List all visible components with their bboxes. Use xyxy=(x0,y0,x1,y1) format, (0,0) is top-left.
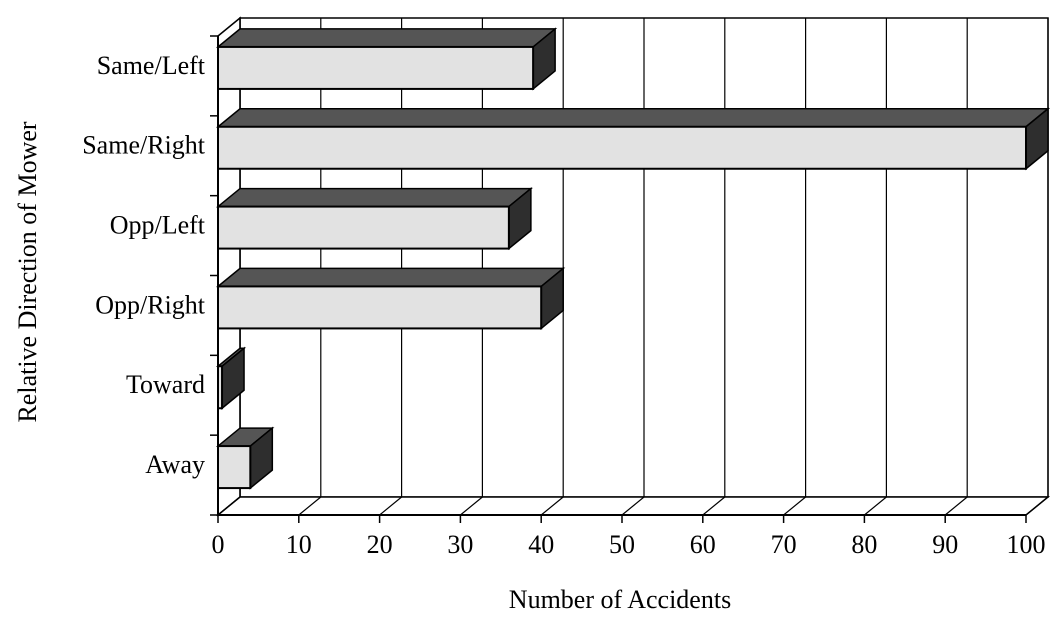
bar xyxy=(217,125,1027,170)
x-tick-label: 90 xyxy=(932,530,958,559)
floor-grid-line xyxy=(864,496,887,516)
floor-grid-line xyxy=(460,496,483,516)
bar-top xyxy=(215,187,533,208)
x-axis-title: Number of Accidents xyxy=(509,585,731,614)
floor-grid-line xyxy=(540,496,564,516)
x-tick-label: 100 xyxy=(1007,530,1046,559)
x-tick-label: 40 xyxy=(528,530,554,559)
bar xyxy=(217,365,224,410)
floor-grid-line xyxy=(217,496,241,516)
floor-grid-line xyxy=(298,496,322,516)
bar xyxy=(217,285,543,330)
floor-grid-line xyxy=(702,496,726,516)
y-tick-label: Same/Left xyxy=(97,51,206,80)
floor-grid-line xyxy=(379,496,402,516)
bar-top xyxy=(215,108,1051,128)
bar-top xyxy=(215,267,566,288)
y-tick-label: Same/Right xyxy=(82,131,206,160)
bar-top xyxy=(215,28,558,48)
bar xyxy=(217,45,535,90)
y-tick-label: Toward xyxy=(126,370,205,399)
x-tick-label: 70 xyxy=(771,530,797,559)
floor-grid-line xyxy=(1025,496,1049,516)
y-tick-label: Opp/Left xyxy=(110,211,206,240)
y-tick-label: Away xyxy=(145,450,205,479)
x-tick-label: 20 xyxy=(367,530,393,559)
x-tick-label: 80 xyxy=(851,530,877,559)
y-tick-label: Opp/Right xyxy=(95,290,206,319)
bar xyxy=(217,445,252,490)
bar xyxy=(217,205,510,250)
floor-grid-line xyxy=(944,496,968,516)
y-axis-title: Relative Direction of Mower xyxy=(13,121,42,422)
x-tick-label: 60 xyxy=(690,530,716,559)
floor-grid-line xyxy=(783,496,806,516)
x-tick-label: 50 xyxy=(609,530,635,559)
x-tick-label: 0 xyxy=(212,530,225,559)
x-tick-label: 10 xyxy=(286,530,312,559)
x-tick-label: 30 xyxy=(447,530,473,559)
floor-grid-line xyxy=(621,496,645,516)
